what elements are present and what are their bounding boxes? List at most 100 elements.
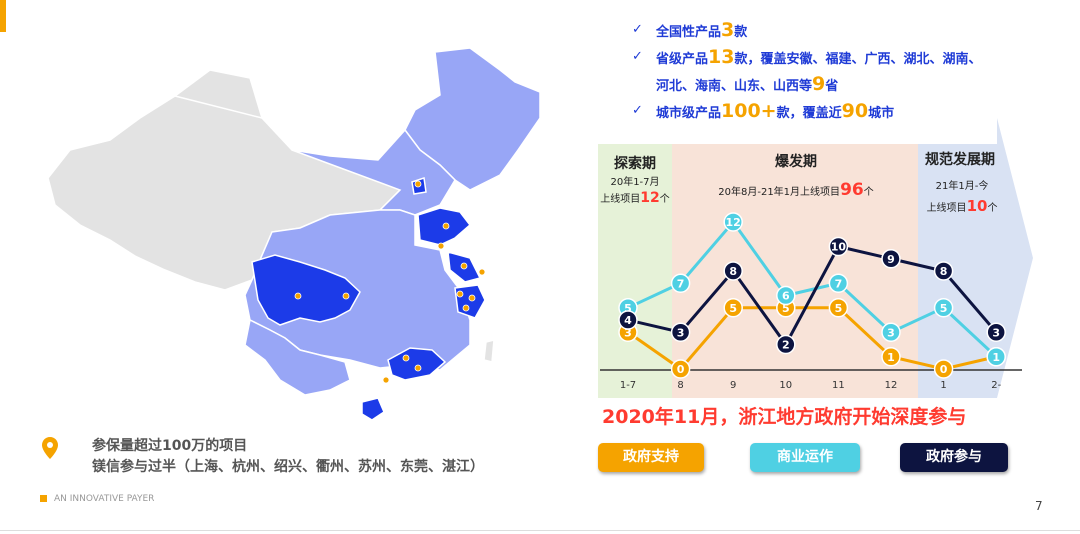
check-icon: ✓ bbox=[632, 103, 643, 118]
phase-title-boom: 爆发期 bbox=[775, 153, 817, 170]
data-label: 3 bbox=[992, 326, 1000, 339]
data-label: 7 bbox=[835, 277, 843, 290]
x-tick-label: 10 bbox=[779, 380, 792, 391]
data-point: 5 bbox=[723, 298, 743, 318]
pill-gov-support: 政府支持 bbox=[598, 443, 704, 472]
data-point: 7 bbox=[828, 273, 849, 293]
phase-bg-boom bbox=[672, 144, 918, 398]
data-point: 10 bbox=[828, 236, 849, 257]
data-label: 6 bbox=[782, 290, 790, 303]
bullet-city: ✓ 城市级产品100+款，覆盖近90城市 bbox=[632, 100, 895, 122]
footer-tagline: AN INNOVATIVE PAYER bbox=[40, 494, 154, 504]
map-pin bbox=[462, 304, 470, 312]
data-label: 3 bbox=[677, 326, 685, 339]
data-point: 7 bbox=[670, 273, 691, 293]
data-label: 12 bbox=[726, 216, 741, 229]
accent-bar bbox=[0, 0, 6, 32]
map-pin bbox=[478, 268, 486, 276]
data-label: 3 bbox=[624, 326, 632, 339]
map-region-west-2 bbox=[173, 69, 264, 120]
data-label: 1 bbox=[992, 351, 1000, 364]
map-pin bbox=[294, 292, 302, 300]
map-region-taiwan bbox=[483, 339, 495, 363]
map-pin bbox=[414, 364, 422, 372]
data-label: 0 bbox=[940, 363, 948, 376]
data-label: 1 bbox=[887, 351, 895, 364]
x-tick-label: 12 bbox=[885, 380, 898, 391]
data-point: 6 bbox=[776, 285, 796, 306]
x-tick-label: 8 bbox=[677, 380, 683, 391]
check-icon: ✓ bbox=[632, 49, 643, 64]
data-label: 3 bbox=[887, 326, 895, 339]
phase-count-boom: 20年8月-21年1月上线项目96个 bbox=[718, 180, 873, 200]
phase-count-regulate: 上线项目10个 bbox=[927, 197, 998, 215]
legend-line2: 镁信参与过半（上海、杭州、绍兴、衢州、苏州、东莞、湛江） bbox=[92, 459, 484, 475]
data-point: 4 bbox=[618, 310, 638, 330]
phase-title-explore: 探索期 bbox=[614, 155, 656, 172]
china-map bbox=[47, 47, 541, 421]
map-region-guangdong bbox=[387, 347, 447, 381]
data-point: 3 bbox=[670, 322, 691, 342]
data-label: 5 bbox=[624, 302, 632, 315]
data-point: 3 bbox=[986, 322, 1006, 342]
data-point: 1 bbox=[881, 347, 901, 367]
phase-count-explore: 上线项目12个 bbox=[600, 190, 669, 206]
data-point: 8 bbox=[723, 261, 743, 281]
bullet-provincial-cont: 河北、海南、山东、山西等9省 bbox=[656, 73, 839, 95]
data-point: 0 bbox=[670, 359, 691, 379]
check-icon: ✓ bbox=[632, 22, 643, 37]
phase-line1-explore: 20年1-7月 bbox=[610, 175, 659, 188]
pill-gov-participation: 政府参与 bbox=[900, 443, 1008, 472]
map-region-southwest bbox=[244, 318, 351, 396]
data-point: 9 bbox=[881, 249, 901, 269]
pill-commercial: 商业运作 bbox=[750, 443, 860, 472]
data-point: 3 bbox=[881, 322, 901, 342]
x-tick-label: 1 bbox=[940, 380, 946, 391]
x-tick-label: 2- bbox=[991, 380, 1001, 391]
data-label: 0 bbox=[677, 363, 685, 376]
data-label: 5 bbox=[782, 302, 790, 315]
headline: 2020年11月，浙江地方政府开始深度参与 bbox=[602, 406, 967, 428]
data-label: 8 bbox=[729, 265, 737, 278]
bullet-provincial: ✓ 省级产品13款，覆盖安徽、福建、广西、湖北、湖南、 bbox=[632, 46, 982, 68]
page-number: 7 bbox=[1035, 499, 1043, 513]
map-pin bbox=[442, 222, 450, 230]
data-label: 9 bbox=[887, 253, 895, 266]
data-point: 2 bbox=[776, 334, 796, 355]
map-region-hainan bbox=[361, 397, 385, 421]
data-point: 8 bbox=[933, 261, 954, 281]
map-region-northeast bbox=[404, 47, 541, 191]
footer-divider bbox=[0, 530, 1080, 531]
map-region-sichuan bbox=[251, 254, 361, 326]
data-point: 5 bbox=[828, 298, 849, 318]
data-label: 10 bbox=[831, 241, 847, 254]
product-bullets: ✓ 全国性产品3款 ✓ 省级产品13款，覆盖安徽、福建、广西、湖北、湖南、 河北… bbox=[630, 18, 1080, 126]
phase-bg-explore bbox=[598, 144, 672, 398]
phase-title-regulate: 规范发展期 bbox=[925, 151, 995, 168]
location-pin-icon bbox=[42, 437, 58, 459]
data-label: 4 bbox=[624, 314, 632, 327]
map-pin bbox=[460, 262, 468, 270]
bullet-national: ✓ 全国性产品3款 bbox=[632, 19, 748, 41]
footer-square-icon bbox=[40, 495, 47, 502]
map-pin bbox=[456, 290, 464, 298]
legend-line1: 参保量超过100万的项目 bbox=[92, 438, 248, 454]
map-pin bbox=[414, 180, 422, 188]
data-label: 5 bbox=[729, 302, 737, 315]
map-pin bbox=[342, 292, 350, 300]
data-point: 1 bbox=[986, 347, 1006, 367]
map-pin bbox=[402, 354, 410, 362]
x-tick-label: 11 bbox=[832, 380, 845, 391]
data-label: 5 bbox=[835, 302, 843, 315]
data-point: 0 bbox=[933, 359, 954, 379]
data-label: 2 bbox=[782, 339, 790, 352]
data-label: 7 bbox=[677, 277, 685, 290]
data-label: 8 bbox=[940, 265, 948, 278]
map-pin bbox=[382, 376, 390, 384]
data-label: 5 bbox=[940, 302, 948, 315]
x-tick-label: 9 bbox=[730, 380, 736, 391]
data-point: 5 bbox=[933, 298, 954, 318]
map-pin bbox=[437, 242, 445, 250]
data-point: 12 bbox=[723, 212, 743, 232]
